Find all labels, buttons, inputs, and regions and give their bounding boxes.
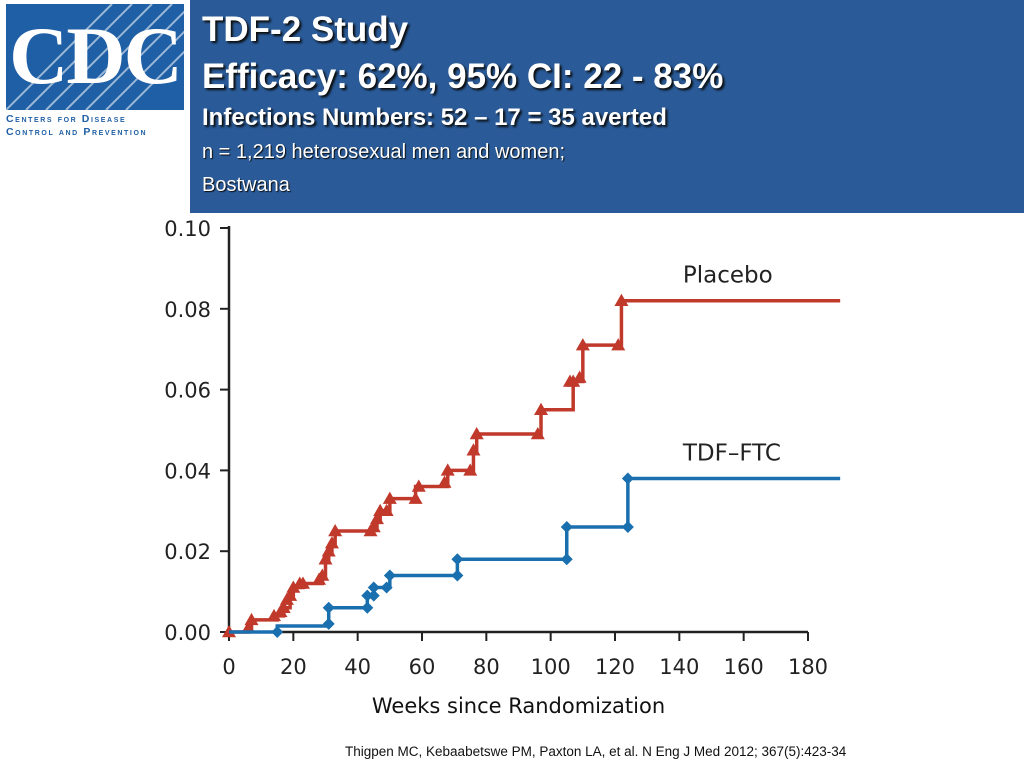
cumulative-incidence-chart: 0 20 40 60 80 100 120 140 160 180 0.00 0.02 0.04 0.06… [164, 217, 841, 718]
y-tick-label: 0.10 [164, 217, 211, 241]
placebo-event-marker [463, 463, 478, 476]
logo-text-line2: Control and Prevention [6, 126, 148, 138]
x-tick-label: 0 [222, 655, 235, 679]
placebo-event-marker [469, 427, 484, 440]
placebo-event-marker [318, 552, 333, 565]
x-tick-label: 20 [280, 655, 307, 679]
placebo-event-marker [614, 293, 629, 306]
tdf-ftc-event-marker [322, 617, 335, 630]
placebo-event-marker [328, 524, 343, 537]
cdc-logo-mark: CDC [6, 4, 184, 110]
y-tick-label: 0.04 [164, 459, 211, 483]
x-tick-label: 180 [788, 655, 828, 679]
chart-axes [220, 226, 809, 641]
series-label-0: Placebo [683, 263, 773, 289]
infections-subtitle: Infections Numbers: 52 – 17 = 35 averted [202, 104, 667, 131]
x-tick-label: 80 [473, 655, 500, 679]
chart-series [222, 293, 841, 638]
placebo-event-marker [572, 370, 587, 383]
placebo-event-marker [315, 568, 330, 581]
y-tick-label: 0.02 [164, 540, 211, 564]
placebo-event-marker [379, 503, 394, 517]
placebo-event-marker [534, 402, 549, 416]
placebo-event-marker [466, 443, 481, 456]
placebo-event-marker [437, 475, 452, 488]
slide-title: TDF-2 Study [202, 10, 409, 49]
placebo-event-marker [244, 612, 259, 626]
tdf-ftc-event-marker [380, 581, 393, 594]
header-band [190, 0, 1024, 213]
tdf-ftc-event-marker [451, 569, 464, 582]
series-label-1: TDF–FTC [682, 440, 781, 466]
population-detail: n = 1,219 heterosexual men and women; [202, 141, 566, 163]
x-tick-label: 140 [659, 655, 699, 679]
x-tick-label: 120 [595, 655, 635, 679]
placebo-event-marker [267, 608, 282, 622]
placebo-event-marker [286, 580, 301, 593]
placebo-event-marker [366, 519, 381, 533]
logo-letters: CDC [9, 10, 183, 101]
tdf-ftc-event-marker [560, 520, 573, 533]
x-tick-label: 40 [344, 655, 371, 679]
placebo-event-marker [369, 511, 384, 525]
citation: Thigpen MC, Kebaabetswe PM, Paxton LA, e… [345, 744, 847, 759]
placebo-event-marker [295, 576, 310, 589]
tdf-ftc-event-marker [621, 472, 634, 485]
placebo-event-marker [408, 491, 423, 504]
tdf-ftc-event-marker [361, 589, 374, 602]
logo-text-line1: Centers for Disease [6, 113, 127, 125]
placebo-event-marker [575, 338, 590, 351]
placebo-event-marker [276, 600, 291, 614]
tdf-ftc-event-marker [621, 520, 634, 533]
placebo-event-marker [611, 338, 626, 351]
tdf-ftc-event-marker [451, 553, 464, 566]
y-tick-label: 0.08 [164, 298, 211, 322]
x-tick-label: 160 [724, 655, 764, 679]
placebo-event-marker [440, 463, 455, 476]
cdc-logo: CDC Centers for Disease Control and Prev… [0, 0, 190, 140]
x-axis-title: Weeks since Randomization [372, 694, 665, 718]
placebo-event-marker [566, 374, 581, 387]
y-tick-label: 0.06 [164, 379, 211, 403]
placebo-event-marker [321, 544, 336, 557]
series-line-1 [229, 476, 841, 634]
placebo-event-marker [241, 620, 256, 634]
x-tick-label: 100 [531, 655, 571, 679]
location-detail: Bostwana [202, 174, 290, 196]
placebo-event-marker [324, 536, 339, 549]
tdf-ftc-event-marker [271, 626, 284, 638]
tdf-ftc-event-marker [367, 589, 380, 602]
tdf-ftc-event-marker [367, 581, 380, 594]
tdf-ftc-event-marker [361, 601, 374, 614]
tdf-ftc-event-marker [322, 601, 335, 614]
y-tick-label: 0.00 [164, 621, 211, 645]
tdf-ftc-event-marker [560, 553, 573, 566]
x-tick-label: 60 [409, 655, 436, 679]
efficacy-heading: Efficacy: 62%, 95% CI: 22 - 83% [202, 57, 724, 96]
placebo-event-marker [382, 491, 397, 504]
placebo-event-marker [530, 427, 545, 440]
placebo-event-marker [411, 479, 426, 492]
chart-labels: 0 20 40 60 80 100 120 140 160 180 0.00 0.02 0.04 0.06… [164, 217, 828, 718]
placebo-event-marker [283, 588, 298, 601]
logo-stripes-graphic [6, 4, 184, 110]
tdf-ftc-event-marker [383, 569, 396, 582]
